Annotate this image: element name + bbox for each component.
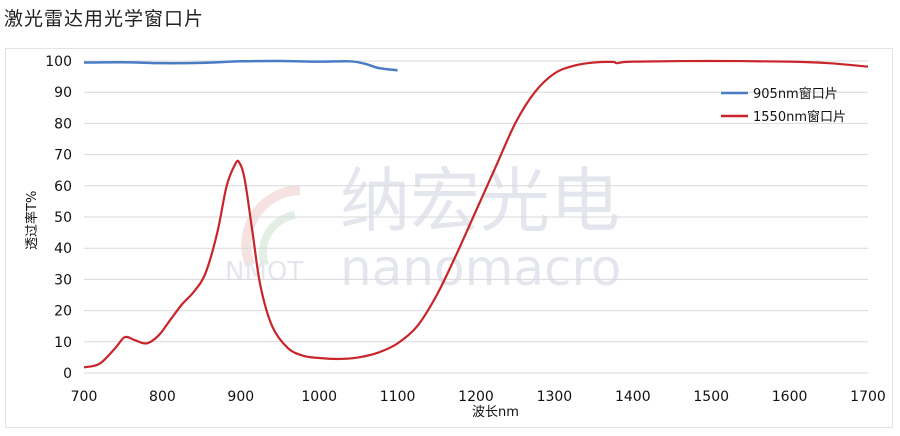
watermark: 纳宏光电 NMOT nanomacro [225, 160, 622, 297]
x-tick-label: 1400 [615, 389, 651, 405]
watermark-en-left: NMOT [225, 257, 303, 287]
x-tick-label: 1600 [772, 389, 808, 405]
gridlines [84, 60, 868, 374]
x-axis-label: 波长nm [472, 405, 519, 420]
x-tick-label: 700 [71, 389, 98, 405]
series-line-1550nm [83, 59, 869, 369]
y-tick-label: 20 [54, 304, 72, 320]
chart-frame [5, 48, 893, 428]
x-tick-label: 1000 [301, 389, 337, 405]
x-tick-label: 1200 [458, 389, 494, 405]
y-tick-labels: 0 10 20 30 40 50 60 70 80 90 100 [45, 54, 72, 382]
legend-label-1550: 1550nm窗口片 [753, 109, 846, 125]
y-tick-label: 40 [54, 241, 72, 257]
y-tick-label: 70 [54, 148, 72, 164]
watermark-arc-red [241, 185, 301, 267]
series-line-905nm [83, 59, 398, 72]
x-tick-label: 1100 [380, 389, 416, 405]
y-tick-label: 100 [45, 54, 72, 70]
y-tick-label: 50 [54, 210, 72, 226]
x-tick-label: 900 [227, 389, 254, 405]
y-tick-label: 0 [63, 366, 72, 382]
y-axis-label: 透过率T% [24, 191, 40, 250]
legend: 905nm窗口片 1550nm窗口片 [721, 86, 846, 125]
x-tick-label: 1700 [850, 389, 886, 405]
legend-label-905: 905nm窗口片 [753, 86, 838, 102]
series-lines [83, 59, 869, 369]
y-tick-label: 10 [54, 335, 72, 351]
y-tick-label: 30 [54, 272, 72, 288]
y-tick-label: 90 [54, 85, 72, 101]
x-tick-label: 800 [149, 389, 176, 405]
x-tick-label: 1500 [693, 389, 729, 405]
x-tick-label: 1300 [537, 389, 573, 405]
page-title: 激光雷达用光学窗口片 [4, 8, 205, 30]
x-tick-labels: 700 800 900 1000 1100 1200 1300 1400 1500 1600 170… [71, 389, 886, 405]
y-tick-label: 60 [54, 179, 72, 195]
y-tick-label: 80 [54, 116, 72, 132]
